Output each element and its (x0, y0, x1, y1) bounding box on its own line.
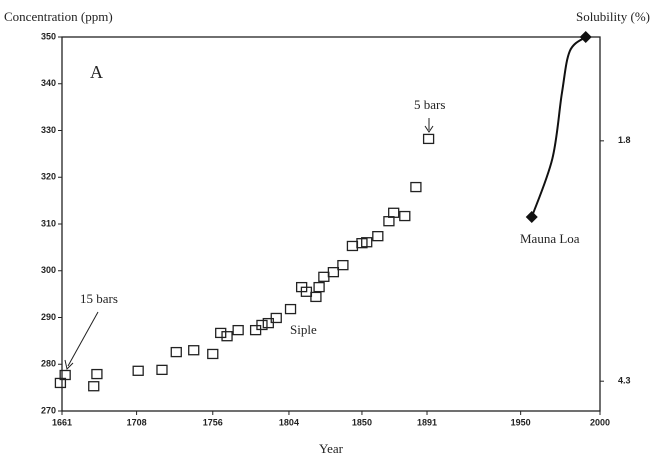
x-tick-label: 1708 (127, 417, 147, 427)
point (156, 364, 168, 376)
point (372, 231, 384, 242)
annotation: A (90, 62, 103, 82)
y-tick-label: 270 (41, 405, 56, 415)
line (530, 36, 587, 218)
annotation: Siple (290, 322, 317, 337)
annotation: 5 bars (414, 97, 445, 112)
point (410, 181, 422, 193)
x-tick-label: 1891 (417, 417, 437, 427)
y-tick-label: 330 (41, 125, 56, 135)
y2-tick-label: 4.3 (618, 376, 631, 386)
point (256, 319, 268, 331)
arrow-head (64, 359, 74, 370)
point (422, 133, 435, 145)
y-tick-label: 350 (41, 31, 56, 41)
y2-axis-label: Solubility (%) (576, 9, 650, 24)
point (525, 210, 538, 223)
point (132, 365, 144, 376)
y-tick-label: 310 (41, 218, 56, 228)
point (284, 303, 297, 315)
plot-frame (61, 36, 601, 412)
x-tick-label: 1950 (511, 417, 531, 427)
point (215, 327, 227, 339)
point (310, 291, 322, 303)
y-tick-label: 320 (41, 172, 56, 182)
point (579, 31, 592, 43)
annotation: Mauna Loa (520, 231, 580, 246)
x-tick-label: 1756 (203, 417, 223, 427)
point (388, 207, 400, 218)
point (361, 237, 373, 248)
arrow-head (424, 125, 434, 133)
y-tick-label: 290 (41, 312, 56, 322)
point (318, 271, 330, 282)
y2-tick-label: 1.8 (618, 135, 631, 145)
point (170, 346, 182, 358)
x-tick-label: 1850 (352, 417, 372, 427)
point (346, 240, 359, 252)
point (313, 281, 325, 293)
point (221, 331, 233, 342)
x-axis-label: Year (319, 441, 344, 456)
point (337, 259, 349, 271)
point (327, 267, 340, 278)
x-tick-label: 1804 (279, 417, 299, 427)
point (270, 312, 282, 324)
x-tick-label: 2000 (590, 417, 610, 427)
point (59, 369, 71, 381)
y-tick-label: 340 (41, 78, 56, 88)
x-tick-label: 1661 (52, 417, 72, 427)
arrow (67, 311, 99, 367)
annotation: 15 bars (80, 291, 118, 306)
point (232, 324, 244, 336)
y-tick-label: 300 (41, 265, 56, 275)
y-axis-label: Concentration (ppm) (4, 9, 113, 24)
point (188, 345, 200, 356)
point (91, 368, 103, 380)
y-tick-label: 280 (41, 359, 56, 369)
point (207, 348, 219, 360)
point (383, 216, 395, 227)
point (399, 210, 411, 222)
point (88, 381, 100, 392)
